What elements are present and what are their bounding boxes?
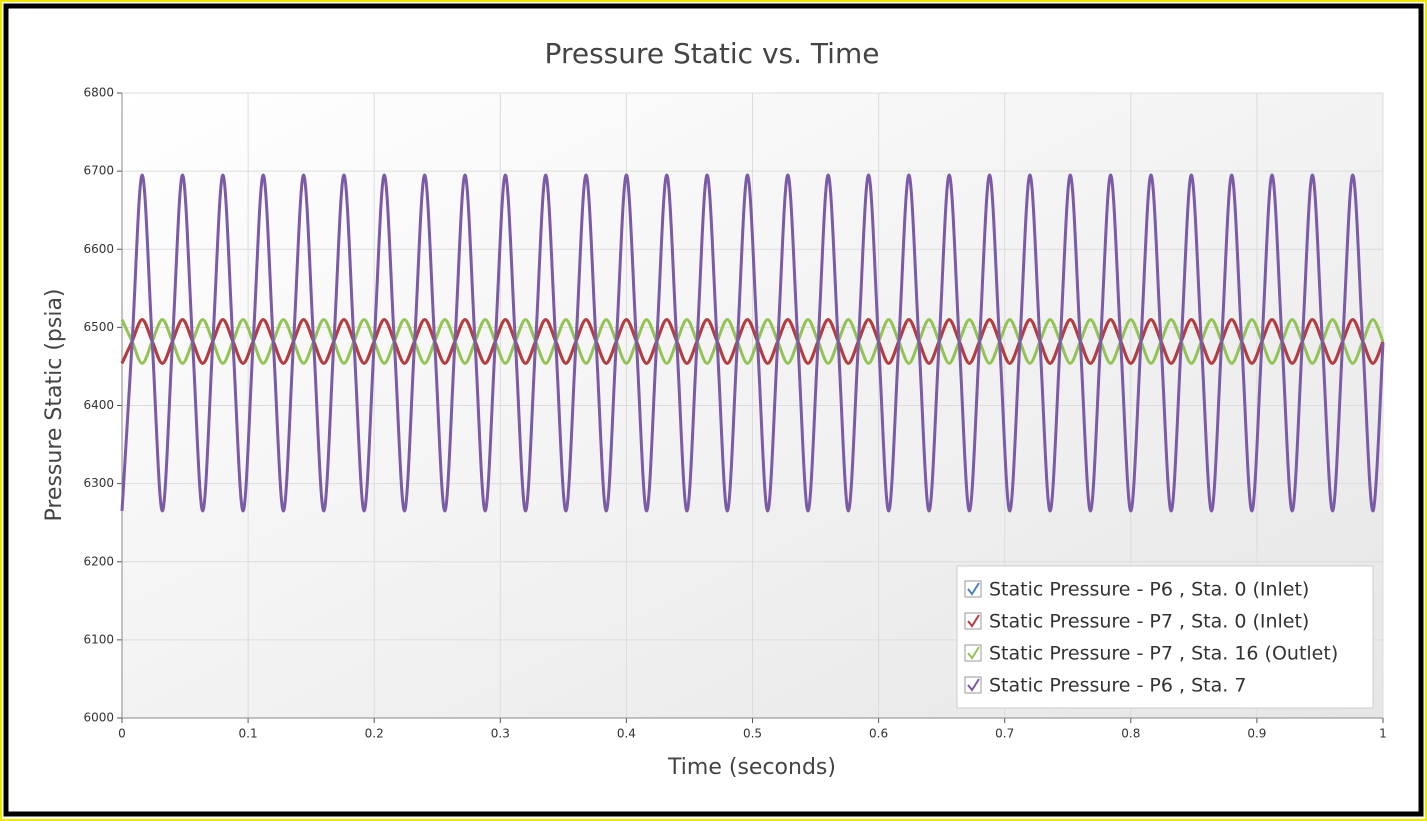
x-axis-label: Time (seconds) — [667, 755, 836, 780]
legend-check — [967, 678, 980, 692]
legend-box — [956, 565, 1374, 709]
y-tick-label: 6800 — [83, 86, 114, 100]
x-tick-label: 0.6 — [869, 727, 888, 741]
x-tick-label: 0.8 — [1121, 727, 1140, 741]
y-tick-label: 6200 — [83, 554, 114, 568]
x-tick-label: 0 — [118, 727, 126, 741]
x-tick-label: 0.9 — [1247, 727, 1266, 741]
legend-check — [967, 646, 980, 660]
lines — [120, 173, 1385, 513]
legend-label: Static Pressure - P7 , Sta. 16 (Outlet) — [989, 643, 1338, 665]
legend-label: Static Pressure - P7 , Sta. 0 (Inlet) — [989, 611, 1309, 633]
y-tick-label: 6300 — [83, 476, 114, 490]
y-tick-label: 6000 — [83, 711, 114, 725]
y-axis-label: Pressure Static (psia) — [42, 288, 67, 521]
y-tick-label: 6400 — [83, 398, 114, 412]
x-tick-label: 0.4 — [617, 727, 636, 741]
x-tick-label: 1 — [1379, 727, 1387, 741]
x-tick-label: 0.7 — [995, 727, 1014, 741]
legend-check — [967, 582, 980, 596]
legend-check — [967, 614, 980, 628]
series-line — [120, 173, 1385, 513]
legend: Static Pressure - P6 , Sta. 0 (Inlet) Sta… — [956, 565, 1374, 709]
y-tick-label: 6700 — [83, 164, 114, 178]
x-tick-label: 0.1 — [239, 727, 258, 741]
legend-label: Static Pressure - P6 , Sta. 7 — [989, 675, 1246, 697]
chart-title: Pressure Static vs. Time — [545, 37, 880, 70]
legend-label: Static Pressure - P6 , Sta. 0 (Inlet) — [989, 579, 1309, 601]
y-tick-label: 6100 — [83, 632, 114, 646]
y-tick-label: 6500 — [83, 320, 114, 334]
x-tick-label: 0.5 — [743, 727, 762, 741]
x-tick-label: 0.2 — [365, 727, 384, 741]
y-tick-label: 6600 — [83, 242, 114, 256]
x-tick-label: 0.3 — [491, 727, 510, 741]
